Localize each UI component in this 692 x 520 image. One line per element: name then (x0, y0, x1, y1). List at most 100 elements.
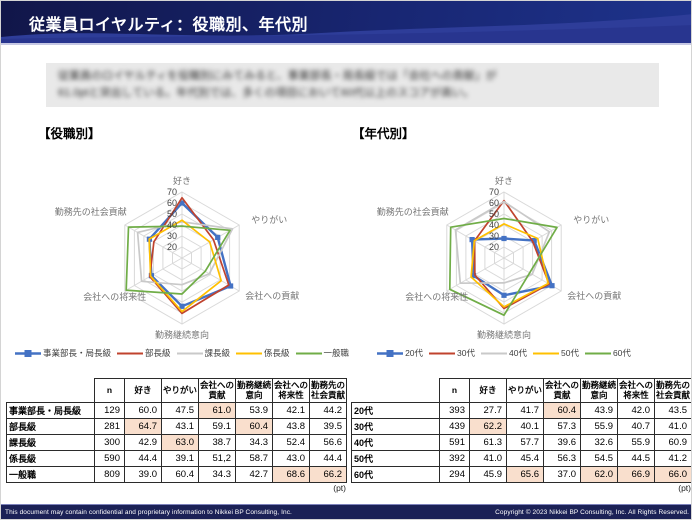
cell-value: 42.9 (124, 434, 162, 451)
row-label: 50代 (351, 450, 440, 467)
cell-value: 41.2 (654, 450, 691, 467)
title-bar-wave (1, 14, 691, 43)
cell-value: 63.0 (161, 434, 199, 451)
legend-swatch-icon (532, 352, 559, 354)
summary-box: 従業員のロイヤルティを役職別にみてみると、事業部長・局長級では「会社への貢献」が… (46, 63, 659, 107)
cell-value: 56.6 (309, 434, 347, 451)
cell-value: 66.0 (654, 466, 691, 483)
legend-label: 40代 (509, 348, 527, 358)
cell-n: 129 (94, 402, 125, 419)
cell-value: 62.2 (469, 418, 507, 435)
axis-label: 会社への将来性 (83, 291, 146, 302)
table-header-row: n 好き やりがい 会社への貢献 勤務継続意向 会社への将来性 勤務先の社会貢献 (7, 378, 347, 403)
legend-label: 20代 (405, 348, 424, 358)
cell-value: 56.3 (543, 450, 581, 467)
cell-value: 41.0 (469, 450, 507, 467)
table-row: 20代 393 27.7 41.7 60.4 43.9 42.0 43.5 (351, 402, 691, 419)
header-cell: 勤務継続意向 (580, 378, 618, 403)
cell-value: 34.3 (235, 434, 273, 451)
cell-value: 60.4 (235, 418, 273, 435)
cell-value: 60.4 (543, 402, 581, 419)
header-cell-blank (7, 379, 95, 403)
row-label: 40代 (351, 434, 440, 451)
row-label: 部長級 (6, 418, 95, 435)
axis-label: やりがい (251, 214, 287, 225)
legend-label: 課長級 (204, 348, 231, 358)
axis-label: 会社への将来性 (405, 291, 468, 302)
cell-value: 61.3 (469, 434, 507, 451)
table-position: n 好き やりがい 会社への貢献 勤務継続意向 会社への将来性 勤務先の社会貢献 事業部長・局… (6, 378, 347, 483)
cell-value: 60.9 (654, 434, 691, 451)
cell-value: 53.9 (235, 402, 273, 419)
legend-swatch-icon (236, 352, 263, 354)
legend-swatch-icon (295, 352, 322, 354)
cell-value: 44.4 (309, 450, 347, 467)
series-line (148, 196, 230, 315)
cell-value: 44.4 (124, 450, 162, 467)
tick-label: 30 (489, 231, 499, 241)
table-position-wrap: n 好き やりがい 会社への貢献 勤務継続意向 会社への将来性 勤務先の社会貢献 事業部長・局… (6, 378, 347, 483)
axis-label: 会社への貢献 (245, 290, 299, 301)
row-label: 一般職 (6, 466, 95, 483)
series-marker (179, 200, 185, 206)
header-cell: 会社への将来性 (272, 378, 310, 403)
series-marker (501, 292, 507, 298)
cell-value: 45.9 (469, 466, 507, 483)
row-label: 係長級 (6, 450, 95, 467)
table-row: 課長級 300 42.9 63.0 38.7 34.3 52.4 56.6 (6, 434, 347, 451)
legend-label: 50代 (560, 348, 579, 358)
header-cell: やりがい (506, 378, 544, 403)
cell-n: 393 (439, 402, 470, 419)
header-cell: 好き (469, 378, 507, 403)
table-row: 30代 439 62.2 40.1 57.3 55.9 40.7 41.0 (351, 418, 691, 435)
cell-value: 66.9 (617, 466, 655, 483)
footer-copyright-text: Copyright © 2023 Nikkei BP Consulting, I… (495, 508, 689, 516)
tick-label: 40 (489, 220, 499, 230)
legend-item: 係長級 (236, 347, 290, 359)
table-age-wrap: n 好き やりがい 会社への貢献 勤務継続意向 会社への将来性 勤務先の社会貢献 20代 393… (351, 378, 691, 483)
legend-item: 事業部長・局長級 (14, 347, 111, 359)
header-cell: 好き (124, 378, 162, 403)
series-line (448, 217, 558, 317)
legend-age: 20代 30代 40代 50代 60代 (339, 347, 669, 359)
legend-item: 60代 (584, 347, 631, 359)
header-cell: 勤務先の社会貢献 (309, 378, 347, 403)
cell-value: 52.4 (272, 434, 310, 451)
table-row: 事業部長・局長級 129 60.0 47.5 61.0 53.9 42.1 44.2 (6, 402, 347, 419)
cell-n: 591 (439, 434, 470, 451)
legend-position: 事業部長・局長級 部長級 課長級 係長級 一般職 (14, 347, 349, 359)
title-bar: 従業員ロイヤルティ：役職別、年代別 (1, 1, 691, 45)
table-row: 40代 591 61.3 57.7 39.6 32.6 55.9 60.9 (351, 434, 691, 451)
cell-value: 42.1 (272, 402, 310, 419)
series-line (473, 199, 550, 310)
table-row: 60代 294 45.9 65.6 37.0 62.0 66.9 66.0 (351, 466, 691, 483)
series-marker (228, 283, 234, 289)
cell-n: 439 (439, 418, 470, 435)
cell-value: 57.7 (506, 434, 544, 451)
cell-value: 57.3 (543, 418, 581, 435)
tick-label: 20 (489, 242, 499, 252)
cell-value: 61.0 (198, 402, 236, 419)
axis-label: 会社への貢献 (567, 290, 621, 301)
series-marker (470, 273, 477, 279)
legend-swatch-icon (116, 352, 143, 354)
cell-value: 54.5 (580, 450, 618, 467)
legend-item: 30代 (429, 347, 475, 359)
cell-value: 68.6 (272, 466, 310, 483)
tick-label: 70 (489, 187, 499, 197)
axis-label: 勤務先の社会貢献 (377, 206, 449, 217)
cell-value: 45.4 (506, 450, 544, 467)
table-row: 50代 392 41.0 45.4 56.3 54.5 44.5 41.2 (351, 450, 691, 467)
table-row: 一般職 809 39.0 60.4 34.3 42.7 68.6 66.2 (6, 466, 347, 483)
cell-value: 42.7 (235, 466, 273, 483)
cell-value: 27.7 (469, 402, 507, 419)
series-line (470, 223, 549, 308)
summary-line-1: 従業員のロイヤルティを役職別にみてみると、事業部長・局長級では「会社への貢献」が (58, 70, 497, 82)
cell-value: 42.0 (617, 402, 655, 419)
axis-label: 勤務継続意向 (477, 329, 531, 340)
cell-value: 40.1 (506, 418, 544, 435)
series-marker (179, 303, 185, 309)
